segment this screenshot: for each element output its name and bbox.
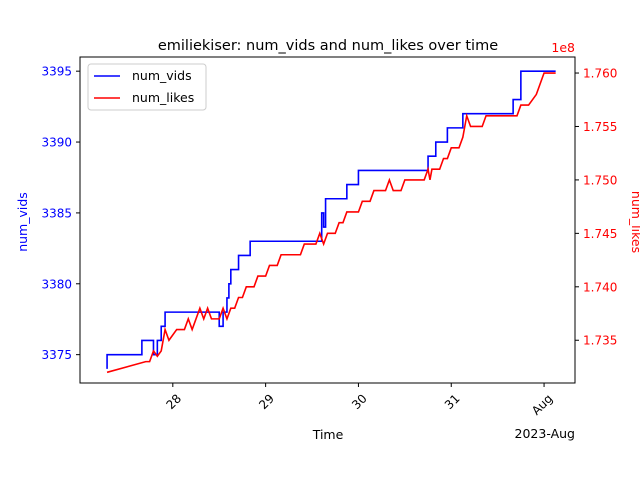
right-y-tick-label: 1.735 <box>583 334 617 348</box>
legend-label-num-vids: num_vids <box>132 68 192 83</box>
plot-area <box>106 70 556 374</box>
chart-title: emiliekiser: num_vids and num_likes over… <box>158 38 498 54</box>
right-y-tick-label: 1.740 <box>583 280 617 294</box>
right-y-tick-label: 1.760 <box>583 67 617 81</box>
right-y-tick-label: 1.755 <box>583 120 617 134</box>
right-y-tick-label: 1.745 <box>583 227 617 241</box>
x-axis-label: Time <box>312 427 344 442</box>
left-y-tick-label: 3380 <box>41 277 72 291</box>
axes: 28 29 30 31 Aug337533803385339033951.7351.74… <box>41 56 617 418</box>
series-line-num-likes <box>106 72 556 374</box>
right-y-tick-label: 1.750 <box>583 173 617 187</box>
left-axis-label: num_vids <box>15 192 30 252</box>
left-y-tick-label: 3395 <box>41 65 72 79</box>
legend: num_vids num_likes <box>87 63 207 111</box>
left-y-tick-label: 3390 <box>41 136 72 150</box>
axes-frame <box>79 56 576 384</box>
right-axis-label: num_likes <box>629 191 640 253</box>
legend-label-num-likes: num_likes <box>132 90 194 105</box>
series-line-num-vids <box>106 70 556 369</box>
right-axis-offset-label: 1e8 <box>551 40 575 55</box>
x-axis-offset-label: 2023-Aug <box>515 426 575 441</box>
left-y-tick-label: 3385 <box>41 206 72 220</box>
left-y-tick-label: 3375 <box>41 348 72 362</box>
